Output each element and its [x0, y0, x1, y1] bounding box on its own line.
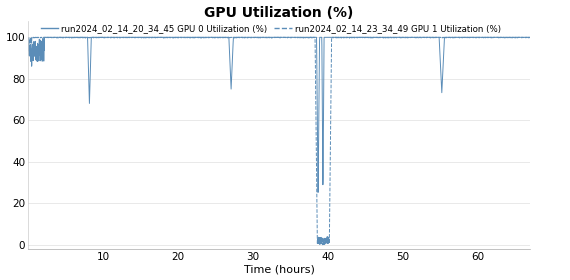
Legend: run2024_02_14_20_34_45 GPU 0 Utilization (%), run2024_02_14_23_34_49 GPU 1 Utili: run2024_02_14_20_34_45 GPU 0 Utilization…: [37, 20, 504, 36]
X-axis label: Time (hours): Time (hours): [243, 264, 315, 274]
Title: GPU Utilization (%): GPU Utilization (%): [205, 6, 354, 20]
